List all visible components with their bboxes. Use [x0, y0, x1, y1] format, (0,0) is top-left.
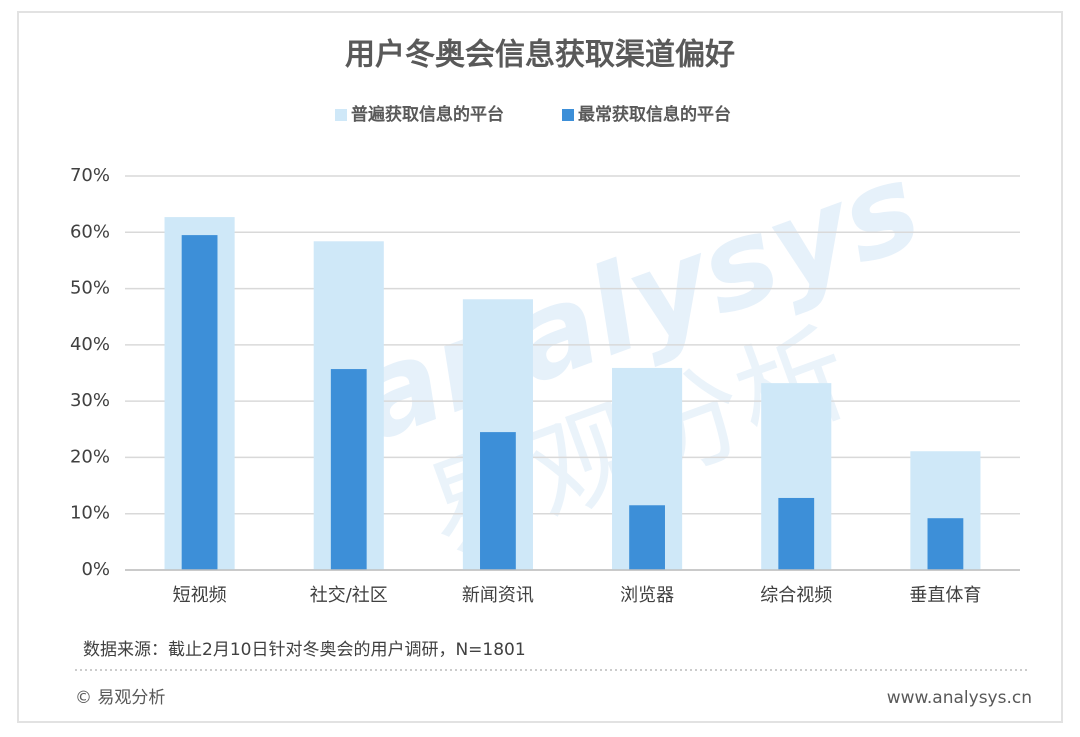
y-tick-label: 70%	[70, 165, 110, 186]
x-tick-label: 浏览器	[620, 585, 674, 606]
bar	[330, 369, 367, 570]
x-tick-label: 新闻资讯	[462, 585, 534, 606]
bar	[778, 497, 815, 570]
bar	[629, 505, 665, 570]
y-tick-label: 0%	[81, 559, 110, 580]
bar	[181, 235, 218, 570]
y-tick-label: 30%	[70, 390, 110, 411]
x-tick-label: 综合视频	[760, 585, 832, 606]
website: www.analysys.cn	[887, 688, 1032, 708]
bar	[480, 432, 516, 570]
y-tick-label: 10%	[70, 503, 110, 524]
copyright: © 易观分析	[75, 688, 165, 708]
y-tick-label: 20%	[70, 446, 110, 467]
x-tick-label: 社交/社区	[310, 585, 388, 606]
source-note: 数据来源：截止2月10日针对冬奥会的用户调研，N=1801	[83, 640, 526, 660]
legend-swatch	[335, 109, 347, 121]
legend-swatch	[562, 109, 574, 121]
y-tick-label: 60%	[70, 221, 110, 242]
x-tick-label: 短视频	[173, 585, 227, 606]
x-tick-label: 垂直体育	[909, 585, 981, 606]
bar	[927, 518, 964, 570]
chart-title: 用户冬奥会信息获取渠道偏好	[345, 38, 735, 73]
y-tick-label: 40%	[70, 334, 110, 355]
y-tick-label: 50%	[70, 278, 110, 299]
legend-label: 最常获取信息的平台	[578, 104, 731, 125]
legend-label: 普遍获取信息的平台	[351, 104, 504, 125]
